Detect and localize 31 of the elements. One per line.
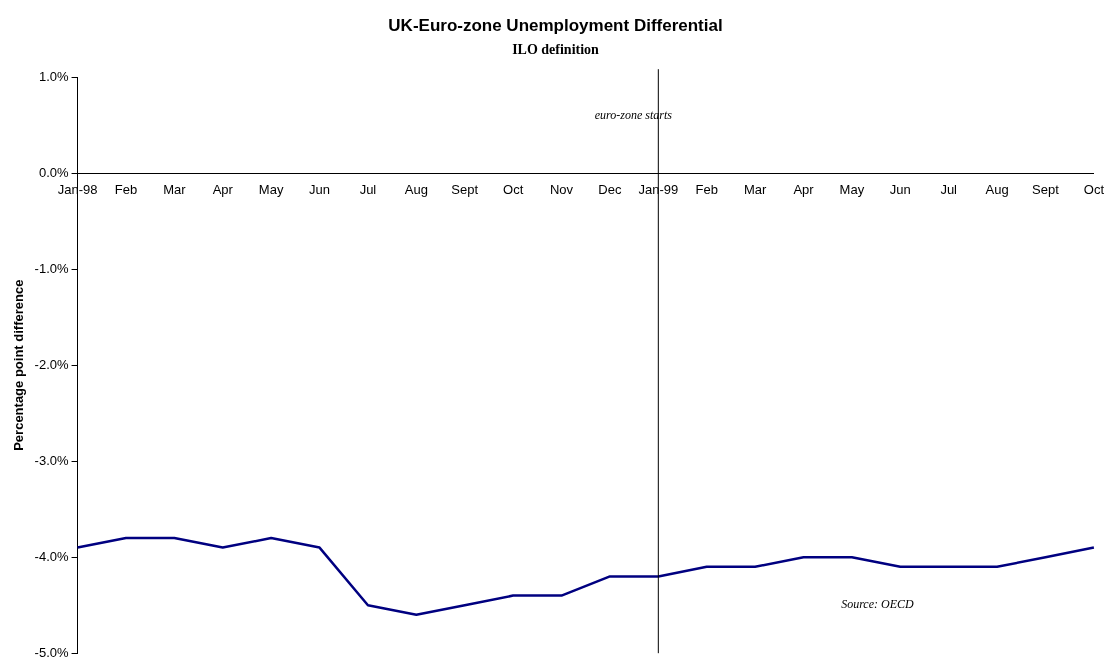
y-tick-label: -1.0% — [34, 260, 69, 276]
annotation: Source: OECD — [841, 597, 915, 612]
x-tick-label: Feb — [114, 181, 138, 197]
x-tick-label: Sept — [1032, 181, 1060, 197]
chart-subtitle: ILO definition — [512, 42, 600, 58]
x-tick-label: Apr — [793, 181, 815, 197]
x-tick-label: Aug — [985, 181, 1009, 197]
y-axis-title: Percentage point difference — [11, 279, 27, 451]
chart-title: UK-Euro-zone Unemployment Differential — [388, 15, 723, 35]
y-tick-label: -2.0% — [34, 356, 69, 372]
x-tick-label: Feb — [695, 181, 718, 197]
y-tick-label: -5.0% — [34, 644, 69, 660]
x-tick-label: Jul — [359, 181, 377, 197]
y-tick-label: 0.0% — [38, 164, 69, 180]
y-tick-label: -4.0% — [34, 548, 69, 564]
x-tick-label: May — [839, 181, 865, 197]
x-tick-label: May — [258, 181, 284, 197]
x-tick-label: Aug — [404, 181, 428, 197]
x-tick-label: Mar — [163, 181, 187, 197]
x-tick-label: Apr — [212, 181, 234, 197]
y-tick-label: 1.0% — [38, 68, 69, 84]
x-tick-label: Oct — [503, 181, 524, 197]
x-tick-label: Dec — [598, 181, 622, 197]
x-tick-label: Nov — [549, 181, 574, 197]
x-tick-label: Sept — [451, 181, 479, 197]
x-tick-label: Jul — [940, 181, 958, 197]
x-tick-label: Jun — [889, 181, 911, 197]
x-tick-label: Oct — [1083, 181, 1105, 197]
x-tick-label: Jun — [309, 181, 331, 197]
x-tick-label: Mar — [743, 181, 767, 197]
y-tick-label: -3.0% — [34, 452, 69, 468]
